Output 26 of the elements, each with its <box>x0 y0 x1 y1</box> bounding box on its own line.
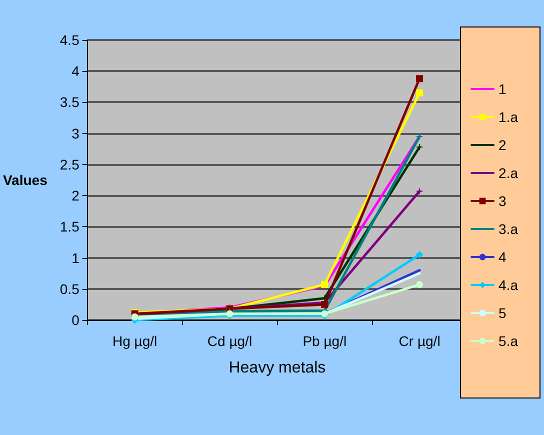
x-tick-label: Hg µg/l <box>112 333 158 349</box>
y-tick-label: 0.5 <box>60 280 80 297</box>
y-tick-label: 1.5 <box>60 218 80 235</box>
x-tick-label: Cd µg/l <box>207 333 252 349</box>
y-tick-label: 2.5 <box>60 156 80 172</box>
legend-label: 1.a <box>498 109 518 125</box>
y-tick-label: 4.5 <box>60 32 80 48</box>
y-tick-label: 3.5 <box>60 94 80 110</box>
y-tick-label: 3 <box>72 125 80 142</box>
legend-label: 5.a <box>498 333 518 349</box>
y-tick-label: 0 <box>72 312 80 328</box>
legend-label: 2.a <box>498 165 518 181</box>
legend-label: 3 <box>498 193 507 209</box>
legend-label: 4 <box>498 249 507 265</box>
legend-label: 2 <box>498 137 507 153</box>
y-axis-title: Values <box>2 172 48 188</box>
y-tick-label: 4 <box>72 63 80 80</box>
legend-label: 1 <box>498 81 507 97</box>
x-tick-label: Pb µg/l <box>302 333 347 349</box>
y-tick-label: 2 <box>72 188 80 204</box>
legend-label: 4.a <box>498 277 518 293</box>
y-tick-label: 1 <box>72 250 80 266</box>
legend-label: 3.a <box>498 221 518 237</box>
legend-label: 5 <box>498 305 507 321</box>
x-tick-label: Cr µg/l <box>398 333 440 349</box>
x-axis-title: Heavy metals <box>228 360 326 376</box>
